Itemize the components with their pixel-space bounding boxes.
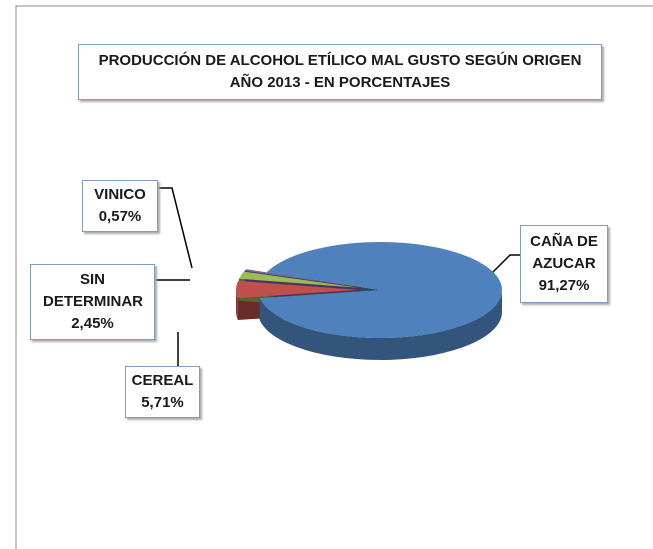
- pie-slice: [244, 269, 360, 287]
- pie-side: [236, 289, 238, 321]
- pie-tops: [236, 242, 503, 339]
- label-box: CEREAL 5,71%: [125, 366, 200, 418]
- category-label: SIN DETERMINAR: [43, 271, 143, 310]
- pie-slice: [236, 280, 359, 299]
- chart-frame: [15, 5, 653, 549]
- value-label: 91,27%: [538, 277, 590, 294]
- value-label: 5,71%: [141, 394, 184, 411]
- value-label: 0,57%: [98, 208, 142, 225]
- label-box: CAÑA DE AZUCAR 91,27%: [520, 225, 608, 303]
- pie-slice: [238, 271, 359, 288]
- pie-side: [259, 290, 502, 360]
- label-box: SIN DETERMINAR 2,45%: [30, 264, 155, 340]
- category-label: CAÑA DE AZUCAR: [530, 233, 598, 272]
- pie-sides: [236, 289, 502, 360]
- title-box: PRODUCCIÓN DE ALCOHOL ETÍLICO MAL GUSTO …: [78, 44, 602, 100]
- pie-slice: [259, 242, 503, 339]
- leader-line: [489, 254, 520, 276]
- chart-title: PRODUCCIÓN DE ALCOHOL ETÍLICO MAL GUSTO …: [98, 52, 582, 69]
- leader-line: [158, 187, 193, 269]
- value-label: 2,45%: [71, 315, 114, 332]
- category-label: VINICO: [94, 186, 146, 203]
- chart-subtitle: AÑO 2013 - EN PORCENTAJES: [229, 74, 451, 91]
- category-label: CEREAL: [131, 372, 194, 389]
- leaders: [155, 187, 520, 370]
- label-box: VINICO 0,57%: [82, 180, 158, 232]
